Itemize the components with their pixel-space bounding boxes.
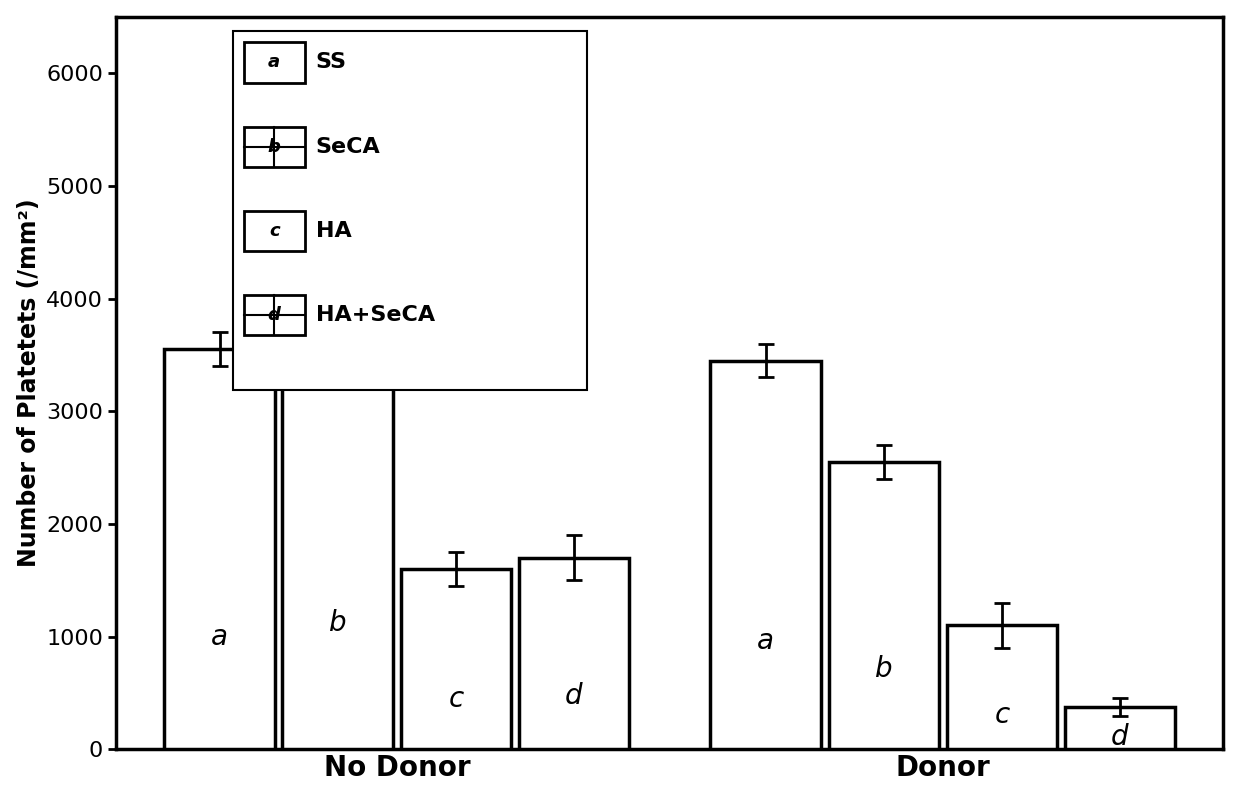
Text: c: c [994,701,1009,729]
Y-axis label: Number of Platetets (/mm²): Number of Platetets (/mm²) [16,199,41,567]
Text: a: a [268,54,280,71]
Text: a: a [758,626,774,654]
Text: b: b [329,609,347,638]
Text: HA+SeCA: HA+SeCA [316,305,435,325]
Bar [401,569,511,749]
Text: c: c [448,685,464,713]
Bar [1065,706,1176,749]
Bar [828,462,939,749]
Bar [946,626,1058,749]
Bar [711,360,821,749]
Bar [518,558,629,749]
Bar [244,295,305,336]
Bar [244,211,305,251]
FancyBboxPatch shape [233,31,587,391]
Text: c: c [269,222,279,240]
Bar [283,299,393,749]
Text: SeCA: SeCA [316,137,381,157]
Text: d: d [268,306,280,324]
Text: d: d [1111,723,1128,752]
Text: b: b [875,655,893,683]
Text: d: d [565,682,583,710]
Bar [244,42,305,82]
Text: b: b [268,137,280,156]
Text: SS: SS [316,53,347,73]
Bar [244,126,305,167]
Text: a: a [211,623,228,651]
Text: HA: HA [316,221,351,241]
Bar [165,349,275,749]
